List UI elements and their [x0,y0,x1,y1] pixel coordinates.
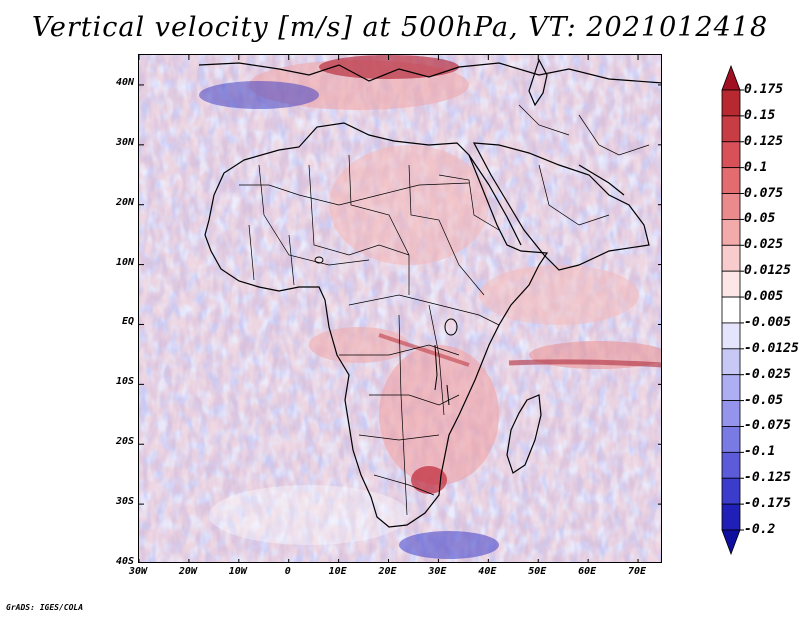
colorbar-segment [721,503,741,531]
lakes [314,256,458,406]
colorbar-label: 0.175 [744,82,784,97]
colorbar-label: -0.1 [744,444,776,460]
colorbar-label: 0.025 [744,237,784,253]
colorbar-label: -0.125 [744,470,791,486]
lon-tick-label: 10W [228,566,247,577]
colorbar-label: 0.1 [744,159,768,175]
colorbar-segment [721,270,741,298]
lake-malawi [446,384,450,406]
colorbar-segment [721,451,741,479]
colorbar-segment [721,477,741,505]
lat-tick-label: 20N [115,196,134,208]
colorbar-segment [721,193,741,220]
madagascar-coastline [506,394,542,474]
colorbar-label: 0.005 [744,289,784,305]
colorbar-segment [721,400,741,427]
lon-tick-label: 10E [328,566,347,577]
colorbar-arrow-max [721,64,741,91]
lat-tick-label: 20S [115,436,134,448]
colorbar-segment [721,115,741,143]
lat-tick-label: EQ [121,316,134,328]
colorbar-segment [721,141,741,169]
axis-ticks [139,55,661,562]
colorbar-label: -0.075 [744,418,791,434]
colorbar-segment [721,296,741,324]
red-sea-coastline [468,154,522,246]
country-borders [239,104,650,516]
credit-text: GrADS: IGES/COLA [6,603,84,612]
lat-tick-label: 40S [115,556,134,567]
africa-coastline [204,122,549,528]
lon-tick-label: 20W [178,566,197,577]
caspian-coastline [528,58,548,107]
colorbar-segment [721,244,741,272]
persian-gulf-coastline [578,164,625,196]
lake-victoria [444,318,458,336]
map-plot-area [138,54,662,563]
colorbar-label: 0.125 [744,133,784,149]
colorbar-segment [721,167,741,194]
lon-tick-label: 30E [428,566,447,577]
lon-tick-label: 50E [528,566,547,577]
colorbar-label: -0.0125 [744,340,799,356]
colorbar-segment [721,426,741,453]
lake-tanganyika [434,344,438,391]
colorbar-segment [721,322,741,350]
lat-tick-label: 10S [115,376,134,388]
lat-tick-label: 30S [115,496,134,508]
colorbar-label: 0.0125 [744,263,791,279]
colorbar-label: 0.075 [744,185,784,201]
colorbar-label: -0.025 [744,366,791,382]
colorbar-label: 0.15 [744,107,776,123]
colorbar-label: -0.05 [744,392,784,408]
lon-tick-label: 60E [578,566,597,577]
lon-tick-label: 0 [284,566,291,577]
lat-tick-label: 30N [115,136,134,148]
lon-tick-label: 30W [128,566,148,577]
colorbar-segment [721,219,741,246]
chart-title: Vertical velocity [m/s] at 500hPa, VT: 2… [31,12,769,43]
europe-coastline [198,62,661,84]
colorbar [721,64,744,556]
colorbar-arrow-min [721,529,741,556]
lake-chad [314,256,324,264]
colorbar-label: 0.05 [744,211,776,227]
field-texture-red [139,55,661,562]
colorbar-segment [721,374,741,401]
lat-tick-label: 40N [115,76,134,88]
colorbar-label: -0.2 [744,522,776,537]
lon-tick-label: 70E [628,566,647,577]
arabia-coastline [472,142,650,271]
colorbar-label: -0.005 [744,314,791,330]
colorbar-segment [721,348,741,376]
vertical-velocity-field [139,55,661,562]
lat-tick-label: 10N [115,256,134,268]
colorbar-label: -0.175 [744,496,791,512]
coastlines [198,58,661,528]
lon-tick-label: 20E [378,566,397,577]
colorbar-segment [721,89,741,117]
lon-tick-label: 40E [478,566,497,577]
